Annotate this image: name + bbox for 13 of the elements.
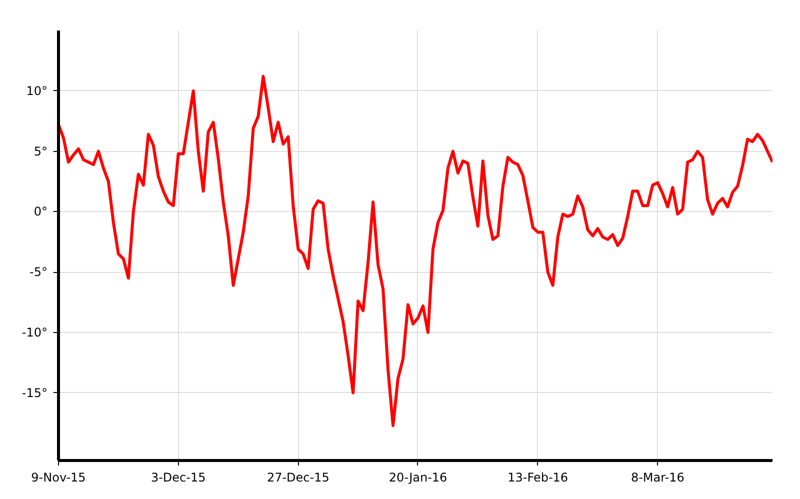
y-tick-label: -15° [22, 386, 48, 400]
y-tick-label: -5° [30, 265, 48, 280]
x-tick-label: 3-Dec-15 [150, 470, 206, 484]
line-series [58, 74, 772, 427]
x-tick-label: 27-Dec-15 [266, 470, 330, 484]
y-tick-label: 5° [34, 144, 48, 158]
y-tick-label: -10° [22, 325, 48, 340]
y-tick-label: 10° [26, 84, 48, 98]
x-tick-label: 20-Jan-16 [388, 470, 448, 484]
x-tick-label: 8-Mar-16 [630, 470, 684, 484]
y-tick-label: 0° [34, 204, 48, 219]
x-tick-label: 9-Nov-15 [31, 470, 86, 484]
x-tick-label: 13-Feb-16 [508, 470, 568, 484]
